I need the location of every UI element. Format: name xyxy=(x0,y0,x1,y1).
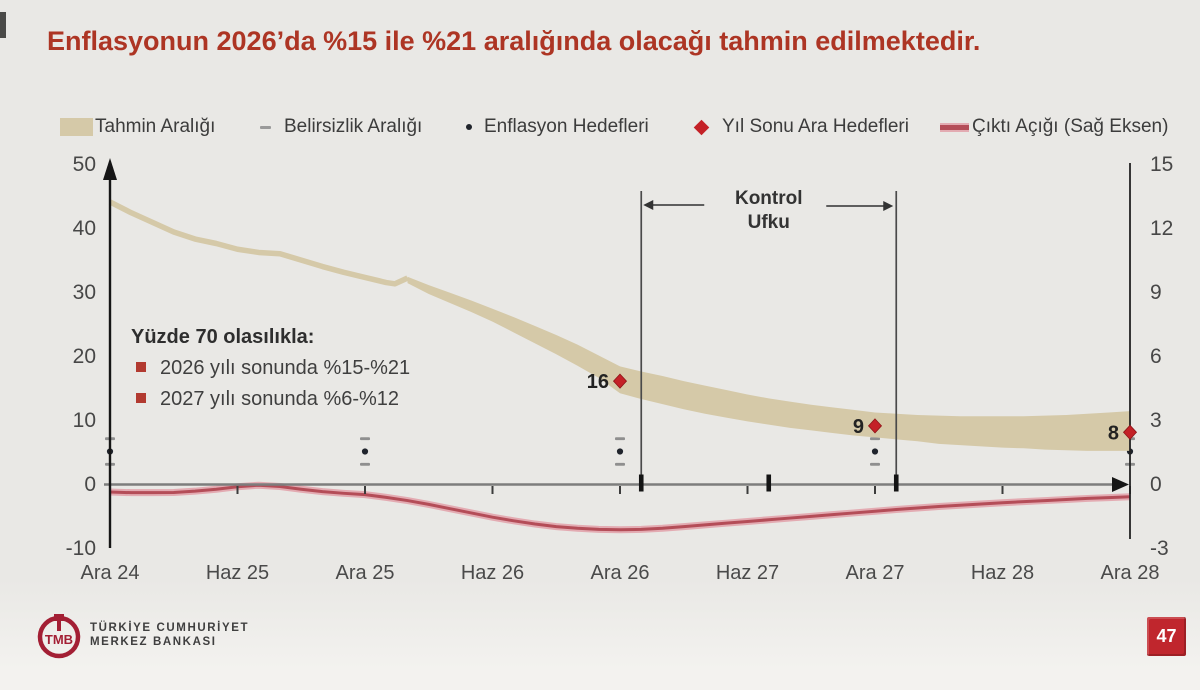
x-axis-tick-label: Ara 25 xyxy=(336,562,395,584)
right-axis-tick-label: 0 xyxy=(1150,473,1162,496)
legend-label: Tahmin Aralığı xyxy=(95,116,216,137)
axis-thick-mark xyxy=(638,474,644,492)
interim-target-value-label: 16 xyxy=(587,371,609,393)
bank-name-line2: MERKEZ BANKASI xyxy=(90,636,217,648)
probability-annotation: Yüzde 70 olasılıkla: 2026 yılı sonunda %… xyxy=(131,326,491,418)
left-axis-tick-label: 40 xyxy=(73,217,96,240)
bullet-square-icon xyxy=(136,393,146,403)
left-axis-arrow-icon xyxy=(103,158,117,180)
x-axis-tick-label: Haz 25 xyxy=(206,562,269,584)
output-gap-line xyxy=(109,483,1131,532)
legend-label: Belirsizlik Aralığı xyxy=(284,116,423,137)
inflation-target-dot xyxy=(616,448,624,455)
uncertainty-dash-marker xyxy=(360,437,370,441)
uncertainty-dash-marker xyxy=(870,462,880,466)
x-axis-tick-label: Ara 27 xyxy=(846,562,905,584)
right-axis-tick-label: 9 xyxy=(1150,281,1162,304)
annotation-text: 2026 yılı sonunda %15-%21 xyxy=(160,357,411,379)
annotation-text: 2027 yılı sonunda %6-%12 xyxy=(160,388,400,410)
right-axis-tick-label: 12 xyxy=(1150,217,1173,240)
left-axis-tick-label: -10 xyxy=(66,537,96,560)
history-line xyxy=(108,199,409,287)
legend-item-interim-targets: Yıl Sonu Ara Hedefleri xyxy=(693,110,909,144)
right-axis-tick-label: -3 xyxy=(1150,537,1169,560)
left-axis-tick-label: 30 xyxy=(73,281,96,304)
inflation-target-dot xyxy=(361,448,369,455)
line-icon xyxy=(940,122,969,132)
x-axis-tick-label: Haz 26 xyxy=(461,562,524,584)
legend-item-output-gap: Çıktı Açığı (Sağ Eksen) xyxy=(940,110,1168,144)
legend-label: Enflasyon Hedefleri xyxy=(484,116,649,137)
uncertainty-dash-marker xyxy=(615,437,625,441)
band-swatch-icon xyxy=(60,118,93,136)
tcmb-monogram: TMB xyxy=(45,632,73,647)
axis-thick-mark xyxy=(893,474,899,492)
legend-label: Yıl Sonu Ara Hedefleri xyxy=(722,116,909,137)
dash-icon xyxy=(260,125,271,129)
x-axis-tick-label: Ara 28 xyxy=(1101,562,1160,584)
bullet-square-icon xyxy=(136,362,146,372)
uncertainty-dash-marker xyxy=(870,437,880,441)
left-axis-tick-label: 20 xyxy=(73,345,96,368)
arrow-left-icon xyxy=(643,200,654,210)
bank-name-line1: TÜRKİYE CUMHURİYET xyxy=(90,622,250,634)
forecast-band-area xyxy=(407,276,1130,451)
legend-item-forecast-band: Tahmin Aralığı xyxy=(60,110,215,144)
uncertainty-dash-marker xyxy=(360,462,370,466)
tcmb-logo-icon: TMB xyxy=(37,614,81,659)
bank-name: TÜRKİYE CUMHURİYET MERKEZ BANKASI xyxy=(90,621,249,649)
x-axis-tick-label: Ara 24 xyxy=(81,562,140,584)
left-axis-tick-label: 0 xyxy=(84,473,96,496)
legend-label: Çıktı Açığı (Sağ Eksen) xyxy=(972,116,1169,137)
right-axis-tick-label: 15 xyxy=(1150,153,1173,176)
axis-thick-mark xyxy=(766,474,772,492)
left-axis-tick-label: 50 xyxy=(73,153,96,176)
screen-edge-artifact xyxy=(0,12,6,38)
control-horizon-label-line2: Ufku xyxy=(748,212,790,233)
interim-target-diamond xyxy=(612,373,628,389)
control-horizon-label-line1: Kontrol xyxy=(735,188,803,209)
right-axis-tick-label: 3 xyxy=(1150,409,1162,432)
x-axis-tick-label: Ara 26 xyxy=(591,562,650,584)
x-axis-arrow-icon xyxy=(1112,477,1129,492)
interim-target-diamond xyxy=(1122,424,1138,440)
inflation-target-dot xyxy=(871,448,879,455)
uncertainty-dash-marker xyxy=(615,462,625,466)
page-number-badge: 47 xyxy=(1147,617,1186,656)
interim-target-value-label: 9 xyxy=(853,416,864,438)
annotation-row: 2026 yılı sonunda %15-%21 xyxy=(131,356,491,380)
legend-item-uncertainty: Belirsizlik Aralığı xyxy=(260,110,422,144)
annotation-heading: Yüzde 70 olasılıkla: xyxy=(131,326,315,348)
interim-target-diamond xyxy=(867,418,883,434)
annotation-row: 2027 yılı sonunda %6-%12 xyxy=(131,387,491,411)
left-axis-tick-label: 10 xyxy=(73,409,96,432)
arrow-right-icon xyxy=(883,201,894,211)
legend-item-inflation-targets: Enflasyon Hedefleri xyxy=(466,110,649,144)
dot-icon xyxy=(466,124,472,130)
chart-legend: Tahmin Aralığı Belirsizlik Aralığı Enfla… xyxy=(0,110,1200,144)
slide-title: Enflasyonun 2026’da %15 ile %21 aralığın… xyxy=(47,26,981,56)
x-axis-tick-label: Haz 28 xyxy=(971,562,1034,584)
x-axis-tick-label: Haz 27 xyxy=(716,562,779,584)
interim-target-value-label: 8 xyxy=(1108,422,1119,444)
right-axis-tick-label: 6 xyxy=(1150,345,1162,368)
